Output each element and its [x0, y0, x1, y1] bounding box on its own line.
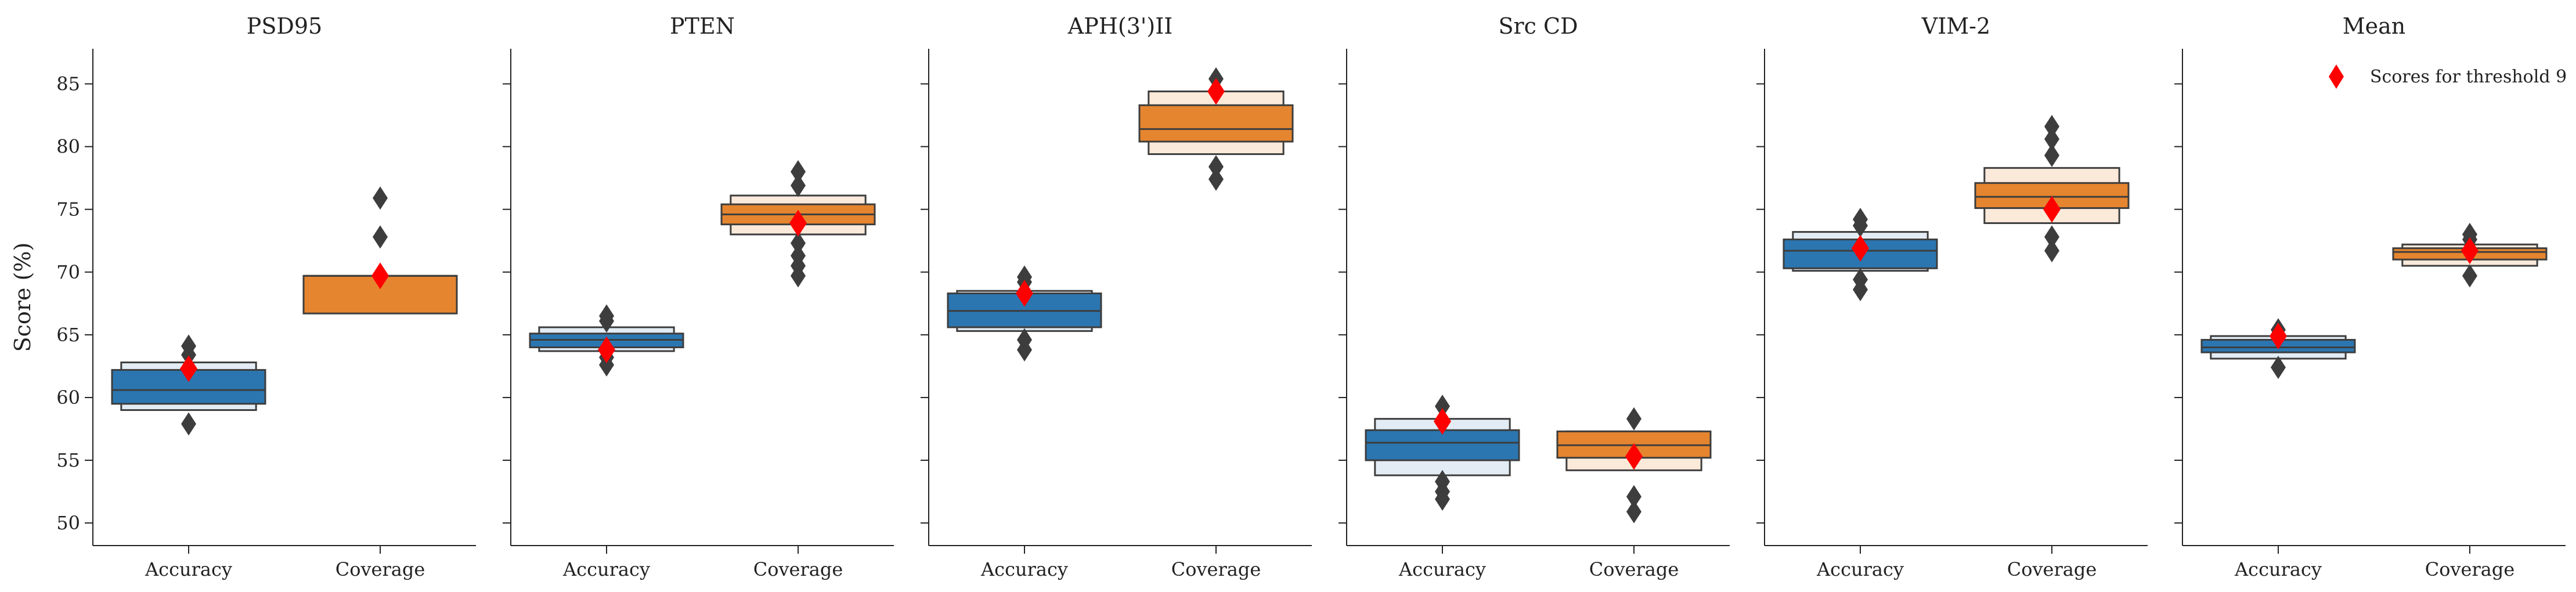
x-tick-label: Coverage — [1589, 558, 1679, 580]
outlier-point — [2044, 143, 2059, 167]
outlier-point — [181, 334, 196, 358]
outlier-point — [2271, 356, 2286, 380]
panel-title: PSD95 — [247, 13, 322, 39]
outlier-point — [373, 225, 388, 249]
panel-2: APH(3')II Accuracy Coverage — [921, 13, 1312, 580]
y-tick-label: 55 — [56, 449, 80, 471]
threshold-marker — [2270, 323, 2287, 350]
outlier-point — [1208, 167, 1224, 191]
threshold-marker — [598, 336, 615, 363]
panel-5: Mean Accuracy Coverage Scores for threshold… — [2174, 13, 2567, 580]
outlier-point — [791, 160, 806, 183]
x-tick-label: Accuracy — [562, 558, 650, 580]
outlier-point — [1435, 470, 1450, 493]
outlier-point — [1626, 485, 1641, 508]
outlier-point — [2044, 239, 2059, 263]
outlier-point — [2462, 264, 2477, 288]
x-tick-label: Coverage — [753, 558, 843, 580]
x-tick-label: Accuracy — [1816, 558, 1904, 580]
x-tick-label: Coverage — [335, 558, 425, 580]
panel-title: VIM-2 — [1921, 13, 1990, 39]
threshold-marker — [1434, 408, 1451, 435]
outlier-point — [2462, 222, 2477, 246]
x-tick-label: Accuracy — [1398, 558, 1486, 580]
y-tick-label: 50 — [56, 512, 80, 534]
legend-marker — [2329, 64, 2344, 89]
threshold-marker — [1016, 280, 1033, 307]
x-tick-label: Accuracy — [2234, 558, 2322, 580]
y-tick-label: 60 — [56, 387, 80, 409]
x-tick-label: Coverage — [2425, 558, 2515, 580]
box-inner-level — [1138, 104, 1294, 143]
outlier-point — [1208, 155, 1224, 179]
y-tick-label: 75 — [56, 198, 80, 221]
x-tick-label: Coverage — [2007, 558, 2097, 580]
outlier-point — [1626, 500, 1641, 524]
outlier-point — [2044, 127, 2059, 151]
outlier-point — [1017, 328, 1032, 352]
outlier-point — [1435, 395, 1450, 418]
outlier-point — [599, 304, 614, 328]
threshold-marker — [789, 210, 807, 237]
threshold-marker — [1852, 234, 1869, 262]
outlier-point — [373, 186, 388, 210]
x-tick-label: Coverage — [1171, 558, 1261, 580]
panel-title: Src CD — [1498, 13, 1578, 39]
outlier-point — [1853, 268, 1868, 291]
outlier-point — [2044, 115, 2059, 139]
outlier-point — [791, 244, 806, 268]
panel-title: PTEN — [670, 13, 735, 39]
panel-0: PSD95 50 55 60 65 70 75 80 85 Accuracy Coverage — [56, 13, 476, 580]
threshold-marker — [2461, 237, 2478, 265]
outlier-point — [2044, 225, 2059, 249]
panel-title: APH(3')II — [1067, 13, 1172, 39]
outlier-point — [791, 232, 806, 255]
panel-1: PTEN Accuracy Coverage — [503, 13, 894, 580]
threshold-marker — [2043, 196, 2061, 223]
y-tick-label: 70 — [56, 261, 80, 283]
outlier-point — [1626, 407, 1641, 431]
threshold-marker — [371, 262, 389, 290]
panel-4: VIM-2 Accuracy Coverage — [1756, 13, 2148, 580]
outlier-point — [791, 174, 806, 197]
panel-title: Mean — [2343, 13, 2406, 39]
legend-label: Scores for threshold 9 — [2370, 67, 2567, 87]
threshold-marker — [1625, 443, 1643, 470]
y-tick-label: 65 — [56, 324, 80, 346]
x-tick-label: Accuracy — [145, 558, 232, 580]
outlier-point — [1017, 265, 1032, 289]
outlier-point — [181, 412, 196, 436]
outlier-point — [1853, 207, 1868, 231]
y-tick-label: 80 — [56, 136, 80, 158]
threshold-marker — [180, 355, 197, 382]
threshold-marker — [1207, 78, 1225, 105]
panel-3: Src CD Accuracy Coverage — [1338, 13, 1730, 580]
y-axis-label: Score (%) — [10, 243, 35, 352]
y-tick-label: 85 — [56, 73, 80, 95]
x-tick-label: Accuracy — [980, 558, 1068, 580]
